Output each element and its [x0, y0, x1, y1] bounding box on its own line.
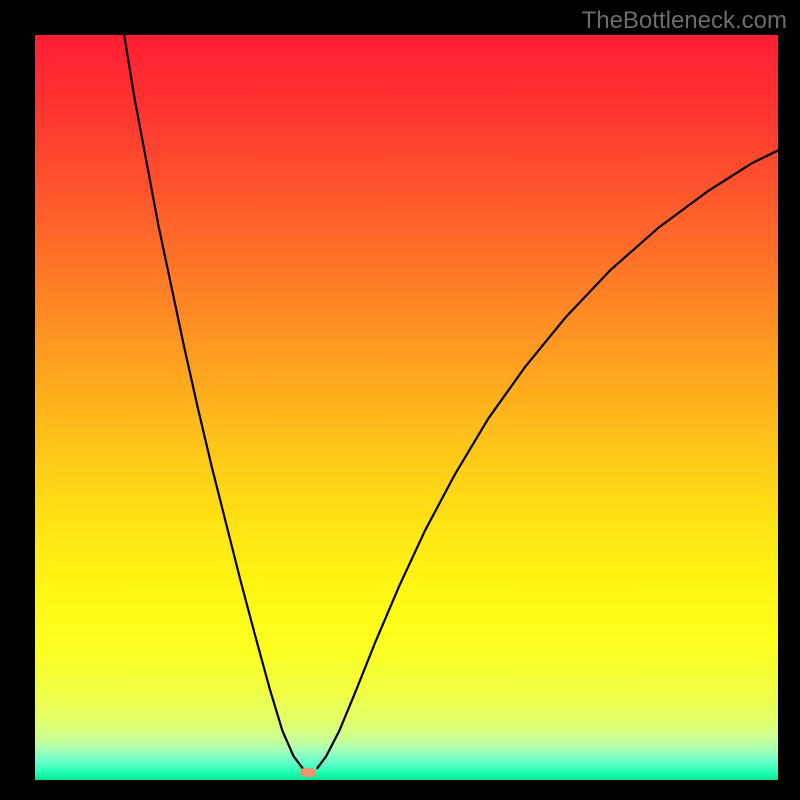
plot-svg	[35, 35, 778, 780]
gradient-background	[35, 35, 778, 780]
plot-area	[35, 35, 778, 780]
chart-frame: TheBottleneck.com	[0, 0, 800, 800]
credit-marker	[300, 768, 316, 777]
watermark-text: TheBottleneck.com	[582, 7, 787, 35]
